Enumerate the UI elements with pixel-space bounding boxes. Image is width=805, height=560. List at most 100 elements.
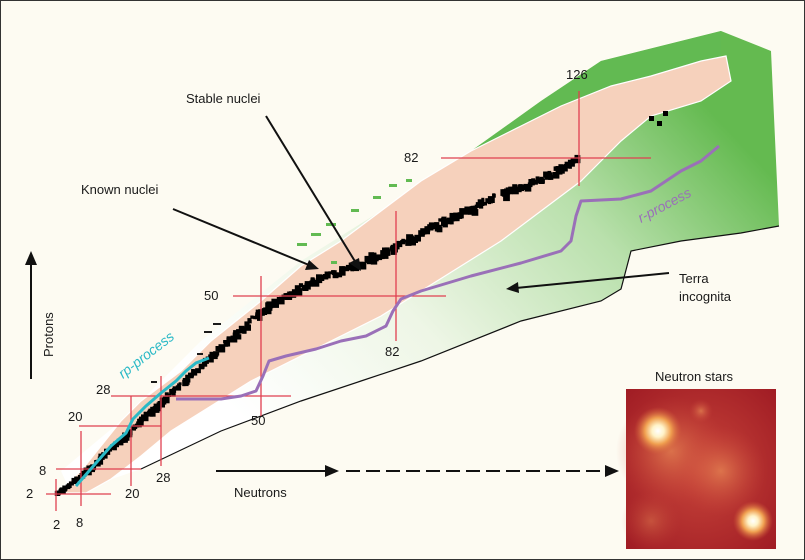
stable-nucleus	[150, 406, 154, 411]
stable-nucleus	[238, 325, 245, 332]
stable-nucleus	[164, 392, 169, 397]
stable-nucleus	[564, 161, 570, 167]
stable-nucleus	[186, 378, 191, 383]
stable-nucleus	[358, 261, 364, 268]
stable-nucleus	[426, 230, 430, 235]
neutron-magic-20: 20	[125, 486, 139, 501]
stable-nucleus	[418, 230, 425, 237]
stable-nucleus	[324, 271, 330, 277]
stable-nucleus	[574, 154, 579, 159]
stable-nucleus	[230, 335, 235, 340]
stable-nucleus	[348, 262, 356, 270]
stable-nucleus	[141, 414, 148, 421]
stable-nucleus	[390, 246, 394, 251]
proton-magic-20: 20	[68, 409, 82, 424]
stable-nucleus	[265, 302, 272, 309]
stable-nucleus	[362, 261, 366, 265]
stable-nucleus	[97, 458, 104, 465]
stable-nucleus	[663, 111, 668, 116]
stable-nucleus	[339, 266, 345, 272]
stable-nucleus	[156, 402, 161, 407]
stable-nucleus	[371, 255, 378, 262]
terra-incognita-boundary	[140, 225, 780, 470]
stable-nucleus	[517, 184, 521, 188]
stable-nucleus	[561, 164, 568, 172]
stable-nucleus	[540, 178, 545, 184]
stable-nucleus	[524, 184, 532, 192]
stable-nucleus	[438, 218, 442, 222]
stable-nucleus	[353, 265, 360, 272]
stable-nucleus	[339, 269, 346, 276]
stable-nucleus	[434, 222, 440, 228]
stable-nucleus	[172, 386, 176, 390]
arrow-right-icon	[325, 465, 339, 477]
rp-process-label: rp-process	[115, 328, 177, 381]
stable-nucleus	[316, 274, 322, 281]
stable-nucleus	[481, 197, 485, 201]
stable-nucleus	[265, 308, 272, 315]
stable-nucleus	[272, 299, 278, 305]
stable-nucleus	[456, 212, 463, 219]
stable-nucleus	[162, 396, 170, 404]
stable-nucleus	[62, 485, 68, 491]
stable-nucleus	[223, 340, 227, 344]
stable-nucleus	[539, 176, 544, 181]
stable-nucleus	[250, 315, 254, 319]
stable-nucleus	[570, 158, 576, 164]
stable-nucleus	[449, 220, 454, 225]
stable-nucleus	[657, 121, 662, 126]
stable-nucleus	[447, 217, 452, 223]
stable-nucleus	[464, 206, 471, 213]
stable-nuclei-pointer	[265, 115, 357, 264]
stable-nucleus	[109, 448, 113, 452]
stable-nucleus	[65, 484, 71, 490]
stable-nucleus	[322, 274, 329, 280]
stable-nucleus	[219, 346, 225, 353]
stable-nucleus	[483, 201, 487, 206]
stable-nucleus	[503, 194, 510, 202]
stable-nucleus	[512, 187, 519, 195]
dashed-arrow-right-icon	[605, 465, 619, 477]
stable-nucleus	[477, 199, 485, 206]
stable-nucleus	[350, 267, 354, 271]
stable-nucleus	[558, 164, 564, 170]
stable-nucleus	[203, 362, 208, 367]
stable-nucleus	[175, 385, 182, 391]
stable-nucleus	[289, 291, 293, 295]
arrow-up-icon	[25, 251, 37, 265]
stable-nucleus	[113, 441, 119, 448]
magic-number-lines	[46, 91, 651, 511]
stable-nucleus	[220, 344, 224, 349]
stable-nucleus	[182, 379, 189, 387]
stable-nucleus	[247, 324, 251, 328]
stable-nucleus	[471, 209, 479, 216]
stable-nucleus	[150, 411, 156, 417]
stable-nucleus	[364, 255, 372, 263]
stable-nuclei-label: Stable nuclei	[186, 91, 261, 106]
stable-nucleus	[346, 265, 352, 271]
stable-nucleus	[512, 184, 518, 190]
rp-process-path	[74, 356, 210, 487]
stable-nucleus	[501, 190, 509, 197]
stable-nucleus	[207, 356, 214, 363]
stable-nucleus	[555, 166, 560, 171]
neutron-magic-50: 50	[251, 413, 265, 428]
terra-incognita-arrowhead	[506, 282, 519, 293]
stable-nucleus	[401, 238, 405, 243]
neutron-magic-126: 126	[566, 67, 588, 82]
stable-nucleus	[548, 174, 554, 180]
stable-nucleus	[198, 363, 205, 370]
stable-nucleus	[535, 176, 540, 181]
stable-nucleus	[442, 222, 448, 228]
stable-nucleus	[58, 489, 64, 495]
stable-nucleus	[171, 392, 176, 397]
proton-magic-2: 2	[26, 486, 33, 501]
proton-dripline-marks	[297, 179, 412, 264]
stable-nucleus	[371, 252, 377, 258]
stable-nucleus	[474, 204, 479, 209]
stable-nucleus	[215, 346, 221, 352]
stable-nucleus	[428, 222, 436, 230]
protons-label: Protons	[41, 312, 56, 357]
stable-nucleus	[312, 279, 320, 287]
stable-nucleus	[159, 397, 166, 403]
